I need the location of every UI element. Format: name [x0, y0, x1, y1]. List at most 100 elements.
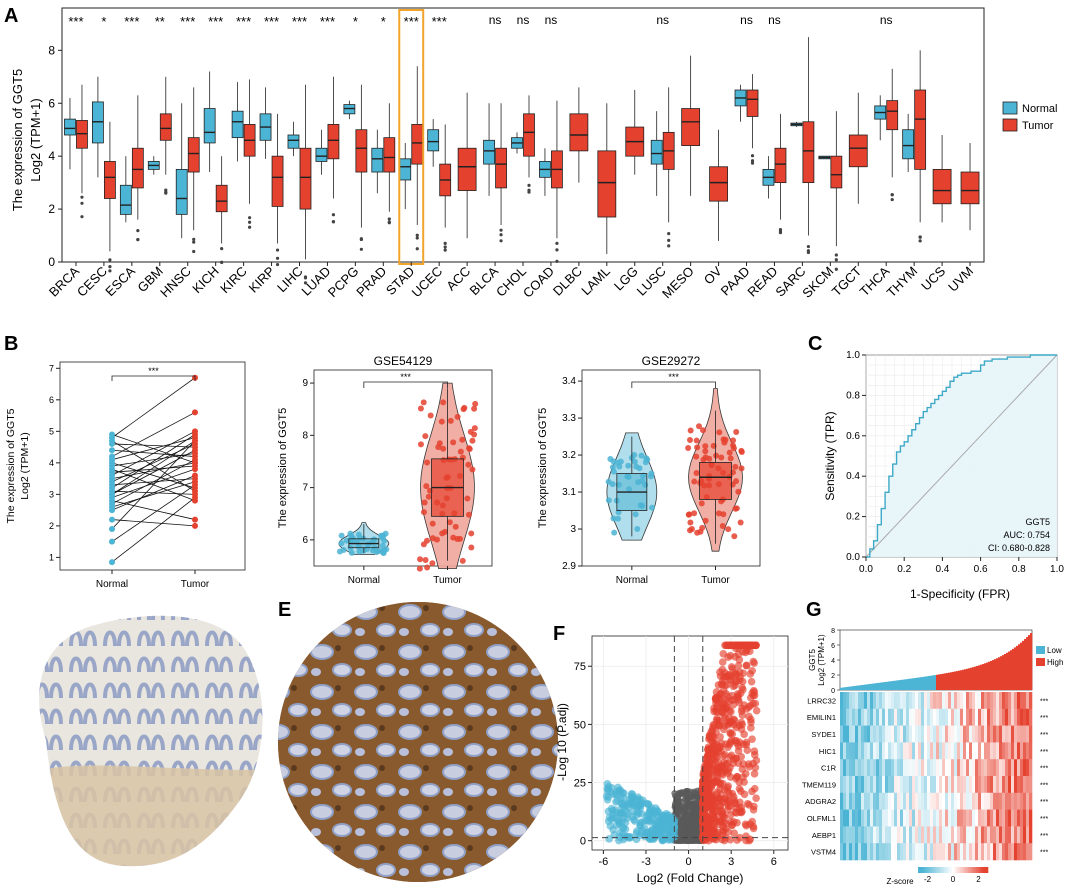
panel-g-heat-cell [996, 742, 1000, 760]
panel-b1-point-tumor [192, 409, 198, 416]
panel-f-point-up [726, 729, 735, 738]
panel-g-heat-cell [1008, 742, 1012, 760]
panel-g-heat-cell [879, 708, 883, 726]
panel-a-tumor-box [131, 147, 144, 189]
panel-g-heat-cell [948, 708, 952, 726]
legend-tumor-swatch [1002, 118, 1018, 132]
panel-g-heat-cell [912, 692, 916, 710]
panel-g-heat-cell [981, 742, 985, 760]
panel-g-heat-cell [879, 742, 883, 760]
panel-f-point-ns [677, 834, 684, 842]
panel-g-heat-cell [900, 759, 904, 777]
panel-g-heat-cell [921, 759, 925, 777]
panel-g-bar [856, 685, 859, 690]
panel-g-heat-cell [1005, 742, 1009, 760]
panel-g-heat-cell [1017, 759, 1021, 777]
panel-f-point-down [614, 791, 622, 799]
panel-g-heat-cell [1020, 809, 1024, 827]
panel-g-bar [904, 679, 907, 690]
panel-f-point-up [741, 769, 750, 778]
panel-b2-point-tumor [420, 541, 427, 548]
panel-g-heat-cell [894, 742, 898, 760]
panel-g-heat-cell [987, 692, 991, 710]
panel-g-heat-cell [915, 725, 919, 743]
panel-g-bar [862, 684, 865, 690]
panel-g-heat-cell [936, 742, 940, 760]
panel-g-heat-cell [840, 792, 844, 810]
panel-f-point-down [646, 808, 654, 816]
panel-g-heat-cell [885, 826, 889, 844]
panel-g-bar [1006, 652, 1009, 690]
panel-b1-point-normal [109, 431, 115, 438]
panel-c-ylabel: Sensitivity (TPR) [823, 411, 837, 500]
panel-g-row-sig: *** [1040, 715, 1048, 722]
panel-f-point-up [732, 754, 740, 763]
panel-g-heat-cell [1011, 759, 1015, 777]
panel-g-bar [1004, 653, 1007, 690]
panel-a-tumor-box [457, 147, 477, 191]
panel-b3-ytick-label: 3.2 [562, 450, 576, 461]
panel-g-heat-cell [1011, 776, 1015, 794]
panel-b3-point-tumor [733, 429, 740, 436]
panel-g-heat-cell [1014, 809, 1018, 827]
panel-g-heat-cell [873, 826, 877, 844]
panel-c-xtick-label: 0.4 [935, 564, 949, 575]
panel-g-bar [918, 677, 921, 690]
panel-g-heat-cell [1023, 809, 1027, 827]
panel-g-heat-cell [897, 742, 901, 760]
panel-g-heat-cell [879, 792, 883, 810]
panel-g-row-sig: *** [1040, 816, 1048, 823]
panel-g-gene-label: TMEM119 [802, 780, 836, 789]
panel-g-heat-cell [1011, 742, 1015, 760]
panel-f-point-up [730, 799, 739, 807]
panel-c-ytick-label: 0.2 [846, 512, 860, 523]
panel-g-heat-cell [927, 826, 931, 844]
panel-f-point-up [746, 701, 755, 710]
panel-a-group-thca: ns [874, 13, 899, 202]
panel-a-group-luad: *** [315, 14, 340, 224]
panel-g-heat-cell [984, 742, 988, 760]
panel-g-heat-cell [966, 809, 970, 827]
panel-g-heat-cell [963, 776, 967, 794]
panel-b1-pair-line [111, 443, 196, 448]
panel-g-heat-cell [930, 776, 934, 794]
panel-g-heat-cell [903, 843, 907, 861]
panel-g-bar [1014, 647, 1017, 690]
panel-g-bar [952, 671, 955, 690]
panel-g-heat-cell [948, 826, 952, 844]
panel-g-bar [896, 680, 899, 690]
panel-a-significance: ns [545, 13, 558, 27]
panel-g-heat-cell [852, 742, 856, 760]
panel-f-point-up [747, 718, 755, 727]
panel-g-heat-cell [930, 692, 934, 710]
panel-g-heat-cell [963, 692, 967, 710]
panel-g-heat-cell [930, 759, 934, 777]
panel-b3-point-tumor [733, 505, 740, 512]
panel-f-point-down [630, 817, 639, 825]
panel-b2-frame [313, 369, 493, 567]
panel-g-heat-cell [918, 792, 922, 810]
panel-g-gene-label: SYDE1 [811, 730, 836, 739]
panel-a-outlier [555, 241, 559, 245]
panel-a-group-coad: ns [539, 13, 563, 263]
panel-b3-xtick-label: Normal [616, 575, 648, 586]
panel-b3-point-tumor [685, 511, 692, 518]
panel-g-heat-cell [885, 792, 889, 810]
panel-g-colorbar-cell [932, 867, 935, 873]
panel-g-heat-cell [894, 809, 898, 827]
panel-g-heat-cell [969, 809, 973, 827]
panel-b2-point-tumor [460, 406, 467, 413]
panel-a-normal-box [650, 139, 663, 165]
panel-g-bar [924, 676, 927, 690]
panel-g-heat-cell [957, 826, 961, 844]
panel-g-heat-cell [879, 809, 883, 827]
panel-g-heat-cell [903, 809, 907, 827]
panel-g-colorbar-cell [974, 867, 977, 873]
panel-g-heat-cell [948, 725, 952, 743]
panel-g-heat-cell [981, 843, 985, 861]
legend-normal-label: Normal [1022, 103, 1057, 115]
panel-g-heat-cell [1026, 759, 1030, 777]
panel-g-heat-cell [1029, 776, 1033, 794]
panel-g-heat-cell [981, 725, 985, 743]
panel-g-heat-cell [876, 826, 880, 844]
